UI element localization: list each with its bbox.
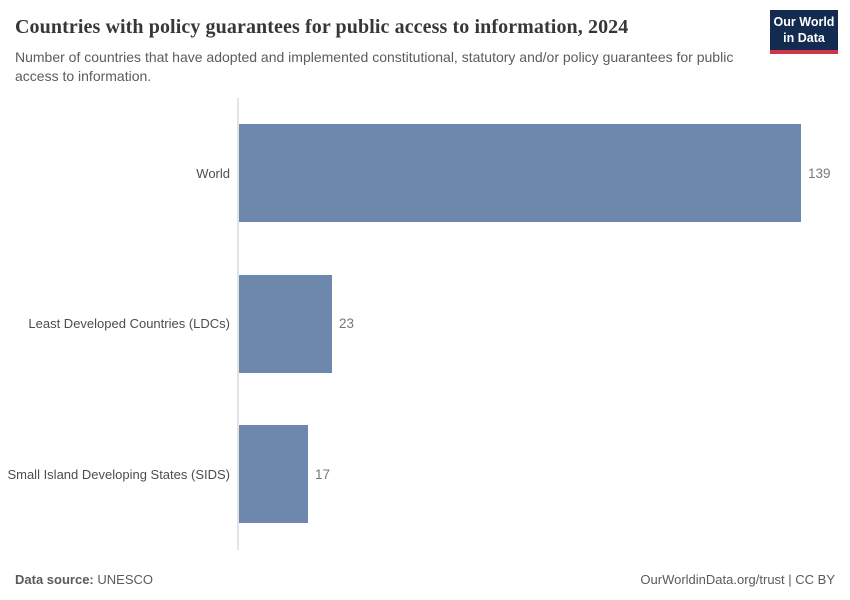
chart-footer: Data source: UNESCO OurWorldinData.org/t… bbox=[15, 572, 835, 587]
bar-category-label: Least Developed Countries (LDCs) bbox=[28, 316, 230, 332]
bar[interactable] bbox=[239, 274, 332, 373]
data-source: Data source: UNESCO bbox=[15, 572, 153, 587]
chart-subtitle: Number of countries that have adopted an… bbox=[15, 49, 734, 84]
bar-track: 23 bbox=[237, 248, 835, 400]
bar-value-label: 17 bbox=[315, 466, 331, 482]
bar[interactable] bbox=[239, 425, 308, 524]
logo-line-1: Our World bbox=[773, 15, 835, 29]
owid-logo[interactable]: Our World in Data bbox=[770, 10, 838, 55]
data-source-label: Data source: bbox=[15, 572, 94, 587]
bar-row: World 139 bbox=[15, 97, 835, 249]
attribution-link[interactable]: OurWorldinData.org/trust | CC BY bbox=[640, 572, 835, 587]
bar-track: 139 bbox=[237, 97, 835, 249]
bar-track: 17 bbox=[237, 399, 835, 550]
bar-value-label: 139 bbox=[808, 165, 831, 181]
bar-chart-rows: World 139 Least Developed Countries (LDCs)… bbox=[7, 97, 835, 550]
bar-value-label: 23 bbox=[339, 316, 355, 332]
chart-header: Countries with policy guarantees for pub… bbox=[15, 0, 838, 86]
bar-category-label: Small Island Developing States (SIDS) bbox=[7, 466, 230, 482]
bar-chart: World 139 Least Developed Countries (LDCs)… bbox=[7, 97, 835, 550]
bar-row: Small Island Developing States (SIDS) 17 bbox=[7, 399, 835, 550]
bar-category-label: World bbox=[196, 165, 230, 181]
bar[interactable] bbox=[239, 124, 801, 223]
data-source-value: UNESCO bbox=[97, 572, 153, 587]
chart-title: Countries with policy guarantees for pub… bbox=[15, 16, 629, 38]
logo-line-2: in Data bbox=[783, 30, 825, 45]
bar-row: Least Developed Countries (LDCs) 23 bbox=[15, 248, 835, 400]
